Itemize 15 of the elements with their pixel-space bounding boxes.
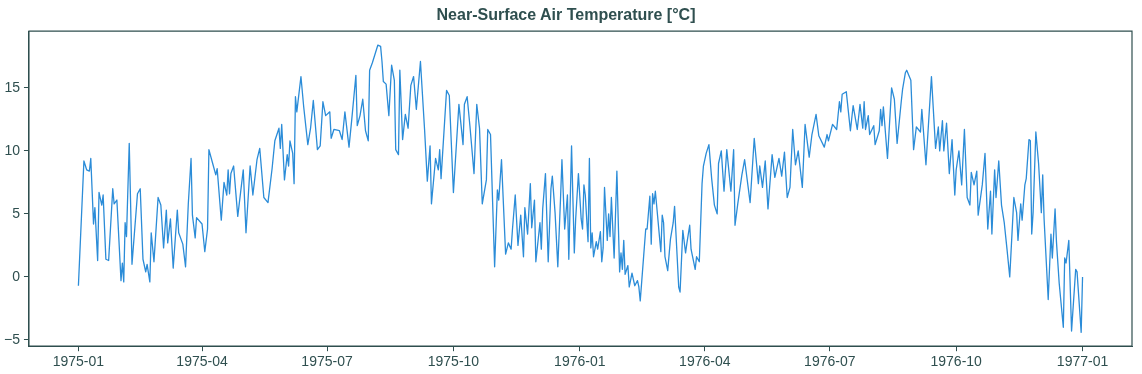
y-tick-label: 10 bbox=[4, 141, 21, 158]
x-tick-label: 1977-01 bbox=[1056, 353, 1109, 370]
y-tick-label: 15 bbox=[4, 78, 21, 95]
y-tick-label: 0 bbox=[12, 267, 21, 284]
x-tick-label: 1976-04 bbox=[679, 353, 731, 370]
y-tick-label: 5 bbox=[12, 204, 21, 221]
x-tick-label: 1975-04 bbox=[176, 353, 228, 370]
x-tick-label: 1975-07 bbox=[301, 353, 353, 370]
chart-title: Near-Surface Air Temperature [°C] bbox=[436, 6, 696, 24]
x-tick-label: 1975-01 bbox=[52, 353, 105, 370]
y-tick-label: −5 bbox=[3, 330, 21, 347]
x-tick-label: 1976-10 bbox=[930, 353, 983, 370]
x-tick-label: 1976-07 bbox=[804, 353, 856, 370]
x-tick-label: 1975-10 bbox=[427, 353, 480, 370]
x-tick-label: 1976-01 bbox=[554, 353, 606, 370]
